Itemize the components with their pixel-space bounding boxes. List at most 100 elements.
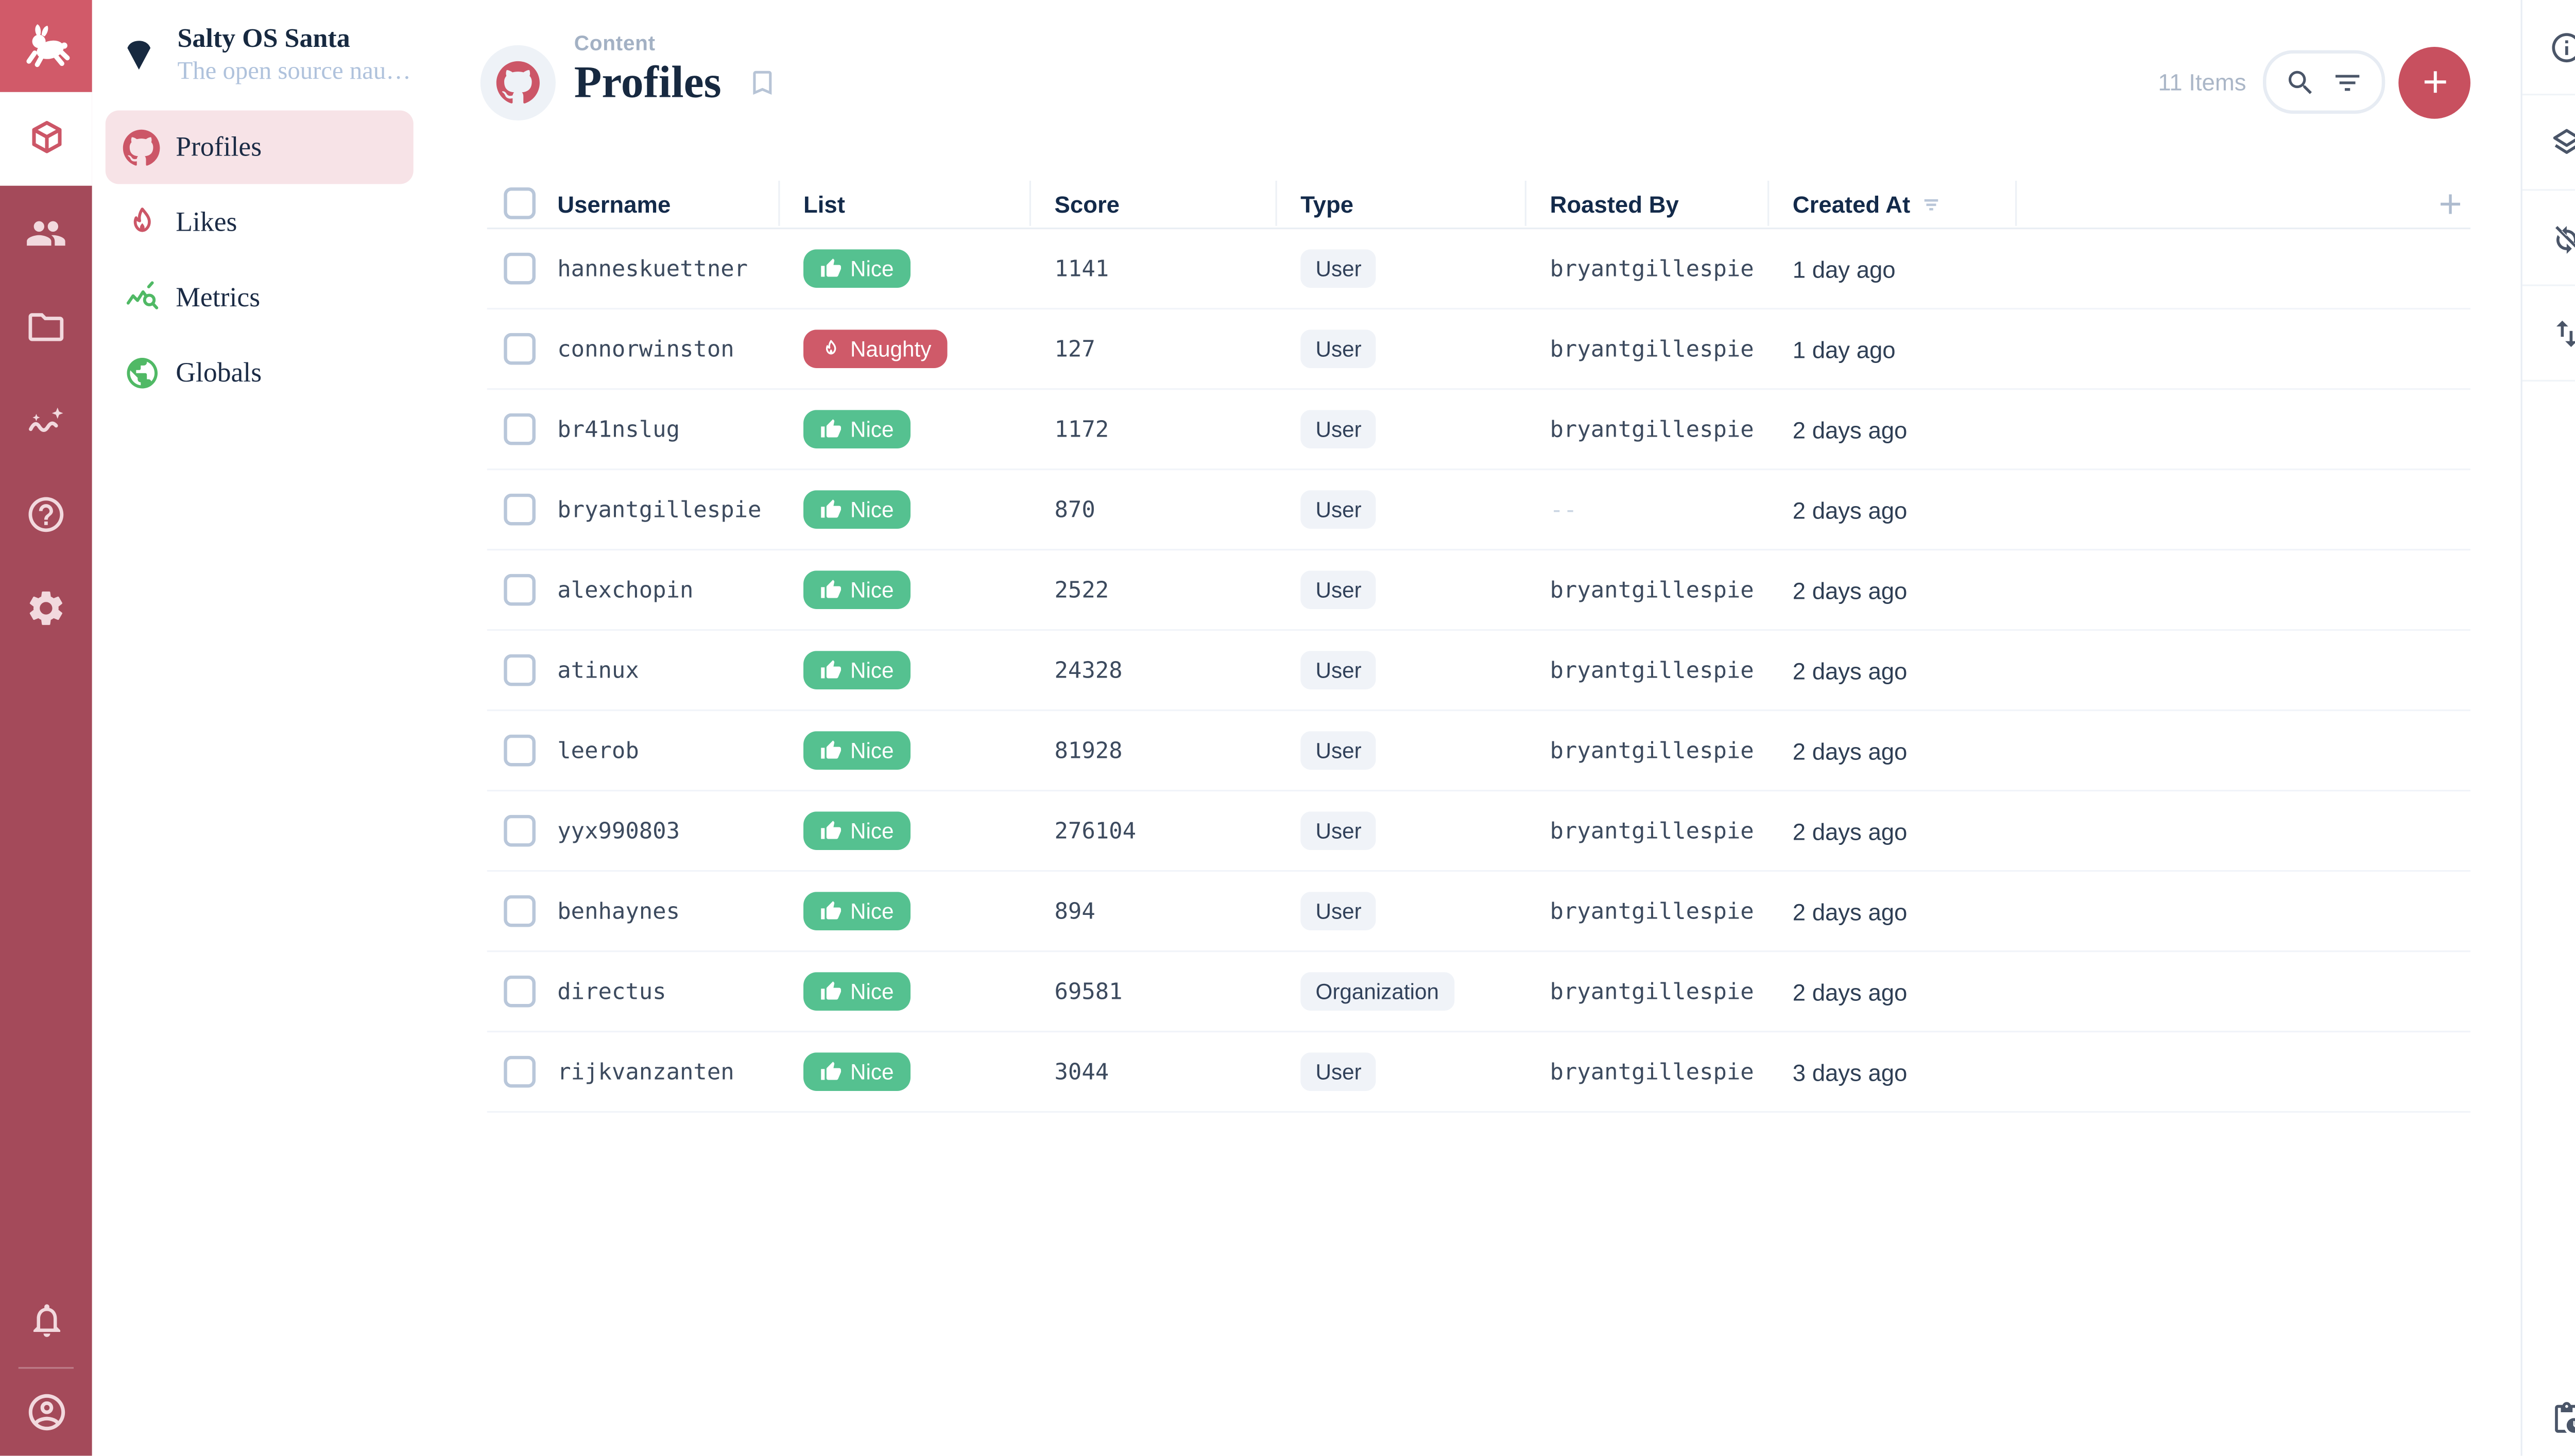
type-cell: User [1277,570,1526,609]
username-cell: benhaynes [557,898,780,925]
column-header-label: Type [1300,190,1353,217]
created-at-cell: 2 days ago [1769,978,2017,1005]
created-at-cell: 3 days ago [1769,1059,2017,1085]
sidebar: Salty OS Santa The open source naug... P… [92,0,434,1456]
created-at-cell: 2 days ago [1769,657,2017,684]
badge-label: Nice [850,256,894,281]
username-cell: rijkvanzanten [557,1059,780,1085]
column-header-created_at[interactable]: Created At [1769,181,2017,226]
search-button[interactable] [2285,66,2316,98]
sidebar-import-export-button[interactable] [2522,286,2575,382]
score-cell: 127 [1031,336,1277,362]
module-bar-spacer [0,654,92,1274]
list-badge-nice: Nice [803,490,911,529]
created-at-cell: 2 days ago [1769,577,2017,603]
row-checkbox[interactable] [504,413,536,445]
row-checkbox[interactable] [504,494,536,526]
column-header-label: Username [557,190,671,217]
list-cell: Nice [780,570,1032,609]
row-checkbox[interactable] [504,253,536,285]
list-badge-nice: Nice [803,410,911,448]
column-header-score[interactable]: Score [1031,181,1277,226]
username-cell: directus [557,978,780,1005]
created-at-cell: 1 day ago [1769,255,2017,282]
column-header-username[interactable]: Username [557,181,780,226]
module-files[interactable] [0,280,92,373]
project-tagline: The open source naug... [178,56,417,88]
sidebar-item-metrics[interactable]: Metrics [106,261,414,335]
row-checkbox[interactable] [504,895,536,927]
username-cell: connorwinston [557,336,780,362]
column-header-type[interactable]: Type [1277,181,1526,226]
sidebar-sync-button[interactable] [2522,191,2575,286]
column-header-label: Roasted By [1550,190,1679,217]
add-item-button[interactable] [2398,46,2470,118]
notifications-button[interactable] [0,1273,92,1367]
activity-log-button[interactable] [2522,1400,2575,1435]
row-checkbox[interactable] [504,333,536,365]
list-cell: Naughty [780,330,1032,368]
row-checkbox[interactable] [504,574,536,606]
thumb-up-icon [820,740,842,761]
list-cell: Nice [780,410,1032,448]
badge-label: Nice [850,738,894,763]
module-insights[interactable] [0,373,92,467]
module-help[interactable] [0,467,92,561]
type-chip: User [1300,490,1377,529]
filter-button[interactable] [2331,66,2363,98]
badge-label: Nice [850,417,894,442]
module-user-directory[interactable] [0,186,92,280]
sort-button[interactable] [1922,192,1946,215]
type-chip: User [1300,410,1377,448]
row-checkbox[interactable] [504,735,536,767]
sidebar-info-button[interactable] [2522,0,2575,95]
sync-disabled-icon [2549,220,2575,255]
page-header: Content Profiles 11 Items [434,0,2519,181]
app-logo[interactable] [0,0,92,92]
row-checkbox[interactable] [504,1056,536,1088]
user-menu[interactable] [0,1369,92,1456]
flame-icon [123,204,160,241]
bookmark-button[interactable] [747,67,779,99]
module-settings[interactable] [0,561,92,654]
badge-label: Nice [850,497,894,522]
sidebar-layout-options-button[interactable] [2522,95,2575,190]
search-filter-pill [2263,50,2385,114]
roasted-by-cell: bryantgillespie [1526,416,1769,443]
add-field-button[interactable] [2434,186,2467,220]
sidebar-item-globals[interactable]: Globals [106,336,414,410]
row-checkbox[interactable] [504,815,536,847]
project-header[interactable]: Salty OS Santa The open source naug... [92,0,434,107]
column-header-list[interactable]: List [780,181,1032,226]
column-header-roasted_by[interactable]: Roasted By [1526,181,1769,226]
roasted-by-cell: bryantgillespie [1526,978,1769,1005]
badge-label: Nice [850,657,894,683]
created-at-cell: 1 day ago [1769,336,2017,362]
plus-icon [2416,64,2453,101]
sidebar-item-profiles[interactable]: Profiles [106,111,414,184]
type-chip: Organization [1300,972,1454,1011]
right-sidebar-rail [2521,0,2575,1456]
row-checkbox[interactable] [504,654,536,686]
module-content[interactable] [0,92,92,186]
created-at-cell: 2 days ago [1769,416,2017,443]
type-cell: User [1277,330,1526,368]
score-cell: 894 [1031,898,1277,925]
items-count: 11 Items [2158,68,2246,95]
select-all-checkbox[interactable] [504,187,536,219]
type-cell: User [1277,490,1526,529]
breadcrumb[interactable]: Content [574,32,722,56]
sidebar-item-likes[interactable]: Likes [106,186,414,259]
row-checkbox[interactable] [504,976,536,1008]
